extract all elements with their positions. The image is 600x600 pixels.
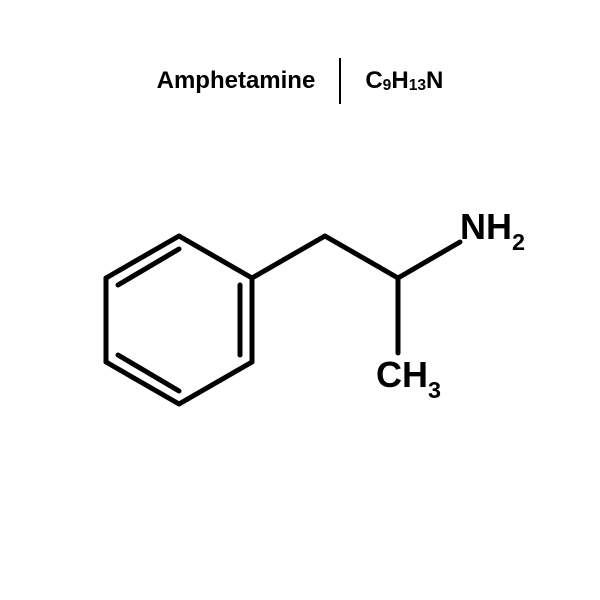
- bond: [398, 242, 460, 278]
- bond: [325, 236, 398, 278]
- atom-label: CH3: [376, 354, 441, 401]
- atom-label: NH2: [460, 206, 525, 253]
- bond: [179, 362, 252, 404]
- chemical-structure: [0, 0, 600, 600]
- bond: [179, 236, 252, 278]
- bond: [252, 236, 325, 278]
